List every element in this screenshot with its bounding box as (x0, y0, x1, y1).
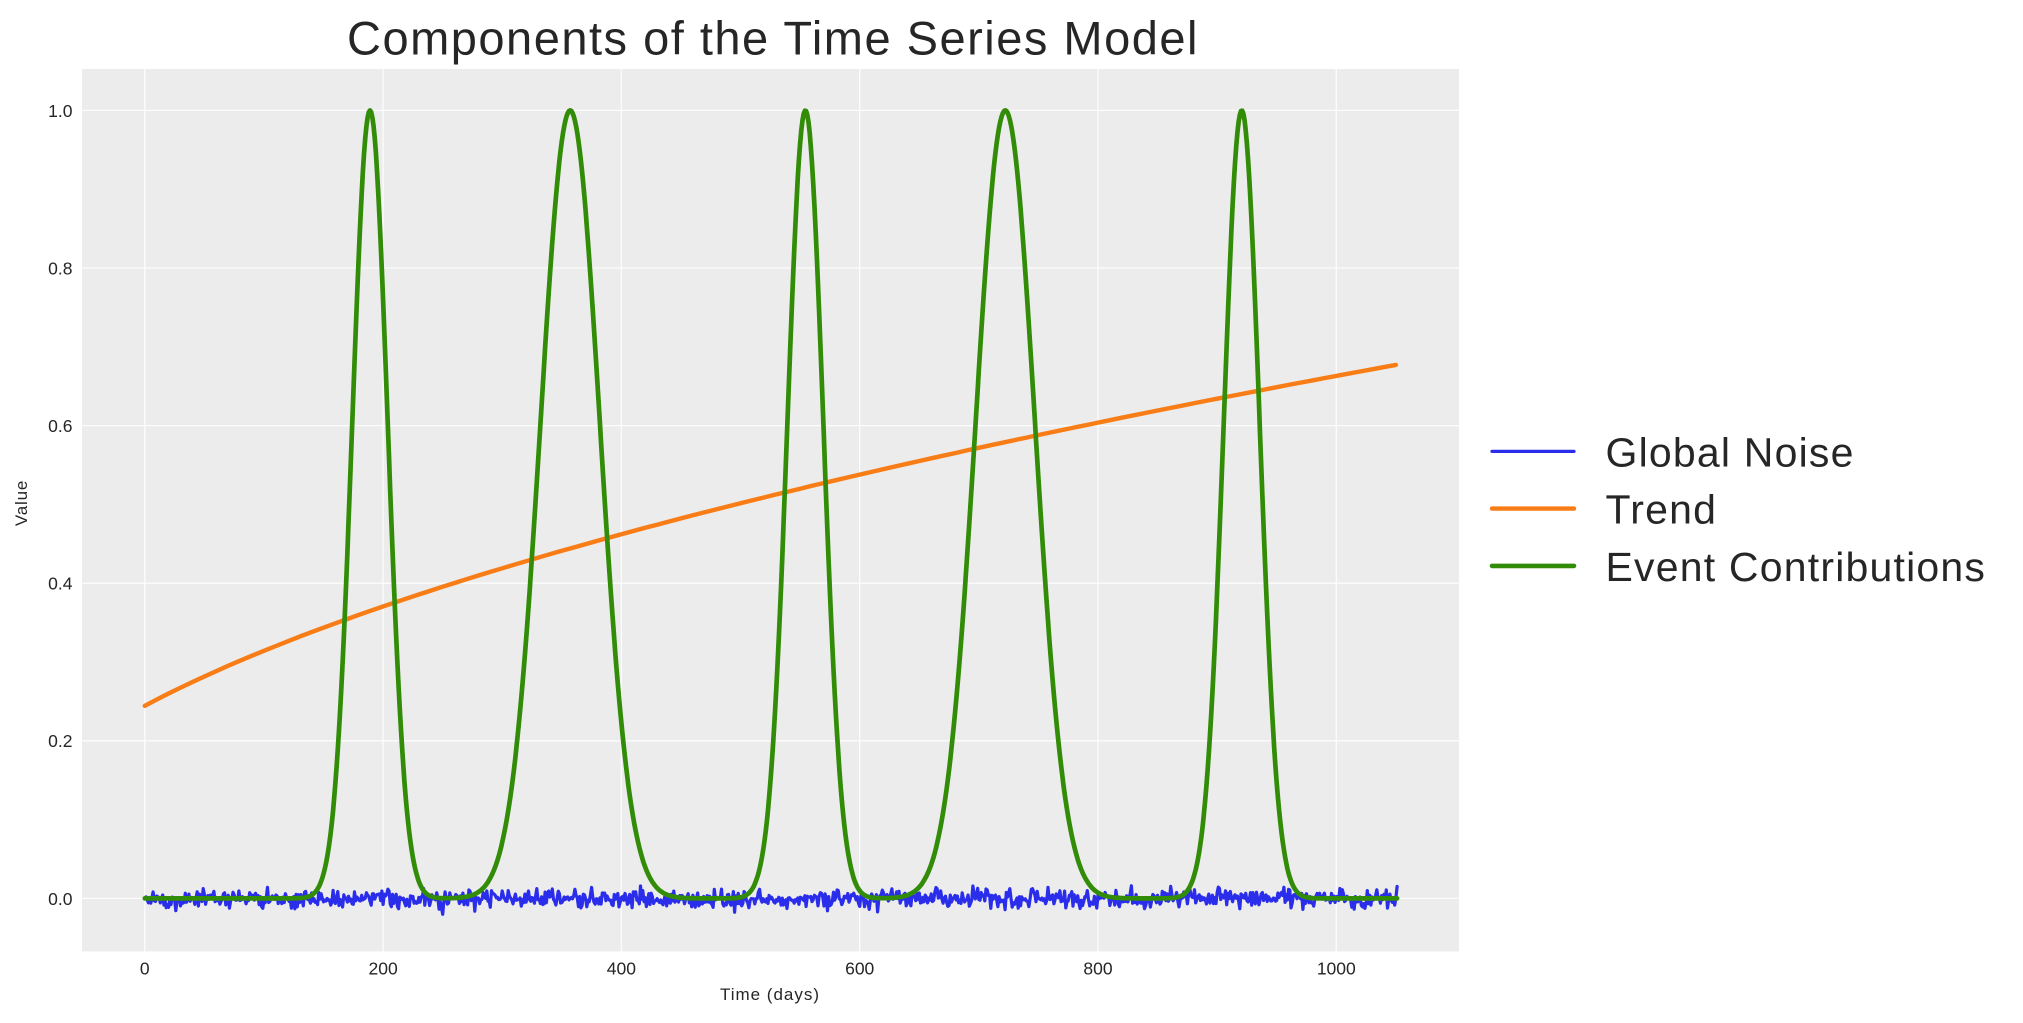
svg-text:1000: 1000 (1317, 958, 1356, 978)
svg-text:0.0: 0.0 (48, 889, 73, 909)
svg-text:0.4: 0.4 (48, 574, 73, 594)
svg-text:400: 400 (607, 958, 636, 978)
svg-text:0: 0 (140, 958, 150, 978)
svg-text:Event Contributions: Event Contributions (1606, 544, 1987, 590)
svg-text:1.0: 1.0 (48, 101, 73, 121)
svg-text:Time (days): Time (days) (720, 985, 820, 1004)
svg-text:0.8: 0.8 (48, 258, 72, 278)
svg-text:Value: Value (12, 480, 31, 526)
svg-text:Global Noise: Global Noise (1606, 429, 1855, 475)
svg-text:Components of the Time Series: Components of the Time Series Model (347, 11, 1199, 64)
svg-text:800: 800 (1083, 958, 1112, 978)
svg-text:600: 600 (845, 958, 874, 978)
svg-text:0.2: 0.2 (48, 731, 72, 751)
svg-text:Trend: Trend (1606, 487, 1718, 533)
svg-text:0.6: 0.6 (48, 416, 72, 436)
svg-text:200: 200 (368, 958, 397, 978)
